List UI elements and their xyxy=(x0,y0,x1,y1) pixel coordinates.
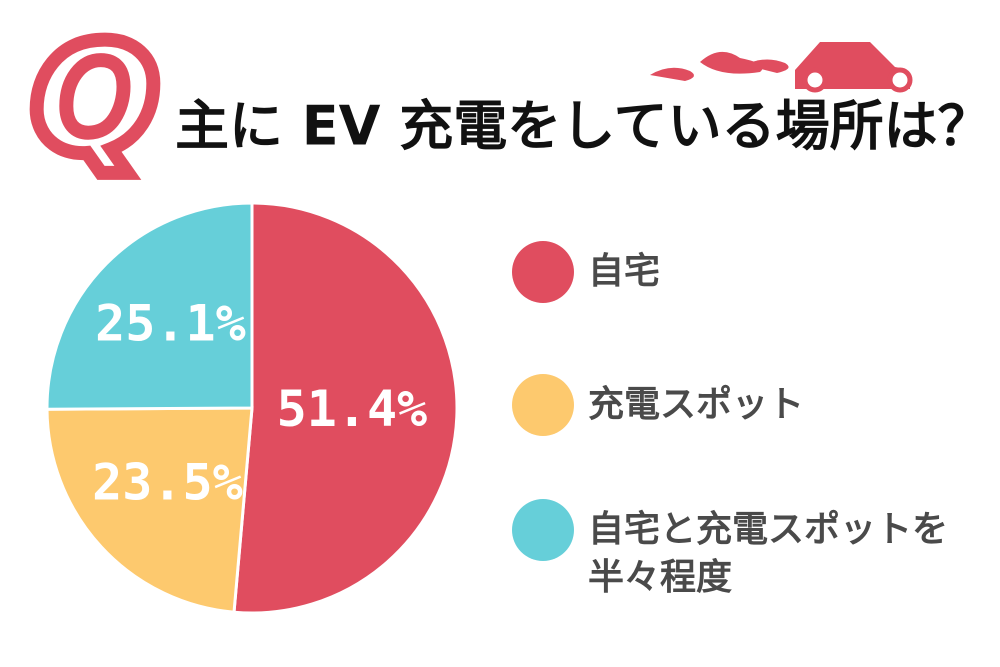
legend-marker xyxy=(512,374,574,436)
pie-slice xyxy=(45,201,254,411)
legend-marker xyxy=(512,499,574,561)
car-decoration xyxy=(650,42,913,93)
value-label: 23.5% xyxy=(92,453,243,511)
legend-label: 自宅と充電スポットを半々程度 xyxy=(588,509,949,598)
pie-slice xyxy=(232,201,459,615)
value-label: 51.4% xyxy=(277,380,428,438)
legend-label: 充電スポット xyxy=(588,384,805,425)
pie-slice xyxy=(45,406,254,614)
legend-marker xyxy=(512,241,574,303)
legend-label: 自宅 xyxy=(588,251,661,292)
value-label: 25.1% xyxy=(95,294,246,352)
badge: Q xyxy=(31,13,159,187)
chart-title: 主に EV 充電をしている場所は？ xyxy=(175,95,992,158)
